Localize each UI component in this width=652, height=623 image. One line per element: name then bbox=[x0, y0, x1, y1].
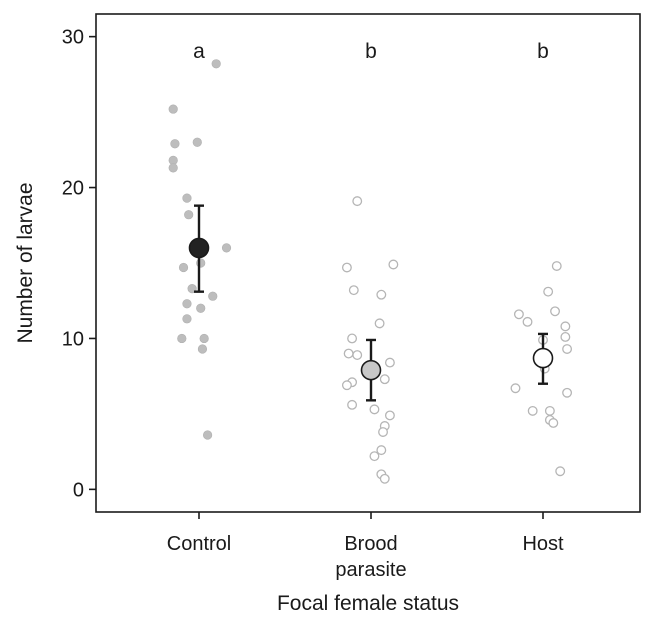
data-point bbox=[379, 374, 390, 385]
data-point bbox=[369, 404, 380, 415]
data-point bbox=[352, 350, 363, 361]
data-point bbox=[384, 357, 395, 368]
data-point bbox=[203, 430, 213, 440]
data-point bbox=[192, 137, 202, 147]
data-point bbox=[562, 344, 573, 354]
data-point bbox=[522, 316, 533, 327]
x-axis-title: Focal female status bbox=[277, 592, 459, 615]
data-point bbox=[168, 163, 178, 173]
data-point bbox=[543, 286, 554, 297]
data-point bbox=[211, 59, 221, 69]
data-point bbox=[170, 139, 180, 149]
x-tick-label: Control bbox=[167, 533, 231, 555]
data-point bbox=[184, 210, 194, 220]
y-tick-label: 0 bbox=[73, 479, 84, 501]
group-mean-marker bbox=[532, 347, 554, 369]
data-point bbox=[527, 405, 538, 416]
data-point bbox=[513, 309, 524, 320]
data-point bbox=[168, 104, 178, 114]
y-axis-title: Number of larvae bbox=[14, 182, 37, 343]
x-axis: Control Brood parasite Host bbox=[167, 512, 564, 581]
raw-points bbox=[168, 59, 573, 484]
data-point bbox=[196, 258, 206, 268]
y-tick-label: 10 bbox=[62, 328, 84, 350]
data-point bbox=[352, 196, 363, 207]
data-point bbox=[343, 348, 354, 359]
data-point bbox=[221, 243, 232, 253]
data-point bbox=[177, 333, 187, 344]
data-point bbox=[199, 333, 209, 344]
data-point bbox=[551, 261, 562, 271]
data-point bbox=[550, 306, 560, 317]
data-point bbox=[182, 193, 192, 203]
significance-letter: b bbox=[365, 40, 377, 63]
significance-letter: a bbox=[193, 40, 205, 63]
data-point bbox=[341, 380, 352, 391]
data-point bbox=[560, 331, 571, 342]
data-point bbox=[348, 285, 359, 296]
y-tick-label: 30 bbox=[62, 27, 84, 49]
data-point bbox=[347, 399, 358, 410]
data-point bbox=[374, 318, 385, 329]
data-point bbox=[197, 344, 208, 354]
data-point bbox=[378, 427, 388, 437]
data-point bbox=[544, 405, 555, 416]
data-point bbox=[510, 383, 521, 394]
significance-letter: b bbox=[537, 40, 549, 63]
data-point bbox=[555, 466, 566, 477]
data-point bbox=[208, 291, 218, 301]
data-point bbox=[560, 321, 571, 332]
data-point bbox=[562, 387, 573, 398]
group-mean-marker bbox=[360, 359, 382, 381]
x-tick-label: Brood bbox=[344, 533, 397, 555]
x-tick-label: Host bbox=[522, 533, 564, 555]
data-point bbox=[388, 259, 399, 270]
data-point bbox=[182, 314, 192, 324]
group-mean-marker bbox=[188, 237, 210, 259]
x-tick-label: parasite bbox=[335, 559, 406, 581]
data-point bbox=[341, 262, 352, 273]
data-point bbox=[196, 303, 206, 313]
y-axis: 0 10 20 30 bbox=[62, 27, 96, 501]
data-point bbox=[347, 333, 358, 344]
data-point bbox=[548, 418, 559, 428]
data-point bbox=[384, 410, 395, 421]
data-point bbox=[178, 262, 189, 273]
plot-frame bbox=[95, 13, 641, 513]
data-point bbox=[369, 451, 380, 462]
data-point bbox=[379, 473, 390, 484]
data-point bbox=[182, 299, 192, 309]
data-point bbox=[376, 445, 387, 456]
data-point bbox=[376, 289, 387, 300]
y-tick-label: 20 bbox=[62, 178, 84, 200]
group-means bbox=[188, 237, 554, 381]
